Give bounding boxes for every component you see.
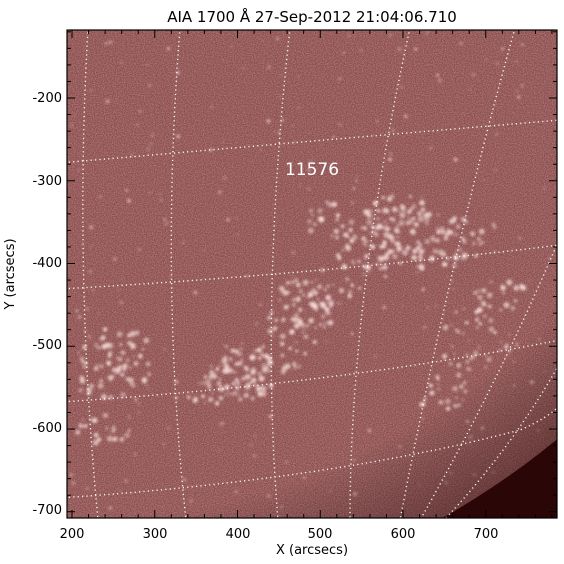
y-tick-label: -400 bbox=[32, 256, 62, 271]
y-tick-label: -300 bbox=[32, 174, 62, 189]
grid-line bbox=[420, 242, 557, 518]
y-tick-label: -700 bbox=[32, 503, 62, 518]
grid-line bbox=[67, 406, 557, 499]
y-axis-title: Y (arcsecs) bbox=[3, 238, 18, 310]
plot-frame bbox=[66, 29, 558, 519]
x-tick-label: 600 bbox=[391, 527, 416, 542]
y-tick-label: -600 bbox=[32, 421, 62, 436]
x-tick-label: 200 bbox=[60, 527, 85, 542]
x-tick-labels: 200 300 400 500 600 700 bbox=[60, 527, 499, 542]
grid-line bbox=[82, 30, 99, 518]
grid-line bbox=[349, 30, 411, 518]
grid-line bbox=[67, 119, 557, 164]
x-tick-label: 400 bbox=[226, 527, 251, 542]
grid-line bbox=[399, 30, 516, 518]
x-axis-title: X (arcsecs) bbox=[276, 543, 348, 558]
limb-darkening bbox=[67, 30, 557, 518]
sun-image: 11576 bbox=[67, 30, 557, 518]
axis-ticks bbox=[67, 30, 557, 518]
y-tick-label: -200 bbox=[32, 91, 62, 106]
y-tick-labels: -200 -300 -400 -500 -600 -700 bbox=[32, 91, 62, 518]
x-tick-label: 700 bbox=[474, 527, 499, 542]
active-region-label: 11576 bbox=[285, 160, 339, 180]
y-tick-label: -500 bbox=[32, 338, 62, 353]
plot-title: AIA 1700 Å 27-Sep-2012 21:04:06.710 bbox=[167, 7, 457, 26]
heliographic-grid bbox=[67, 30, 557, 518]
x-tick-label: 500 bbox=[308, 527, 333, 542]
grid-line bbox=[270, 30, 291, 518]
limb-line bbox=[445, 367, 557, 518]
x-tick-label: 300 bbox=[143, 527, 168, 542]
